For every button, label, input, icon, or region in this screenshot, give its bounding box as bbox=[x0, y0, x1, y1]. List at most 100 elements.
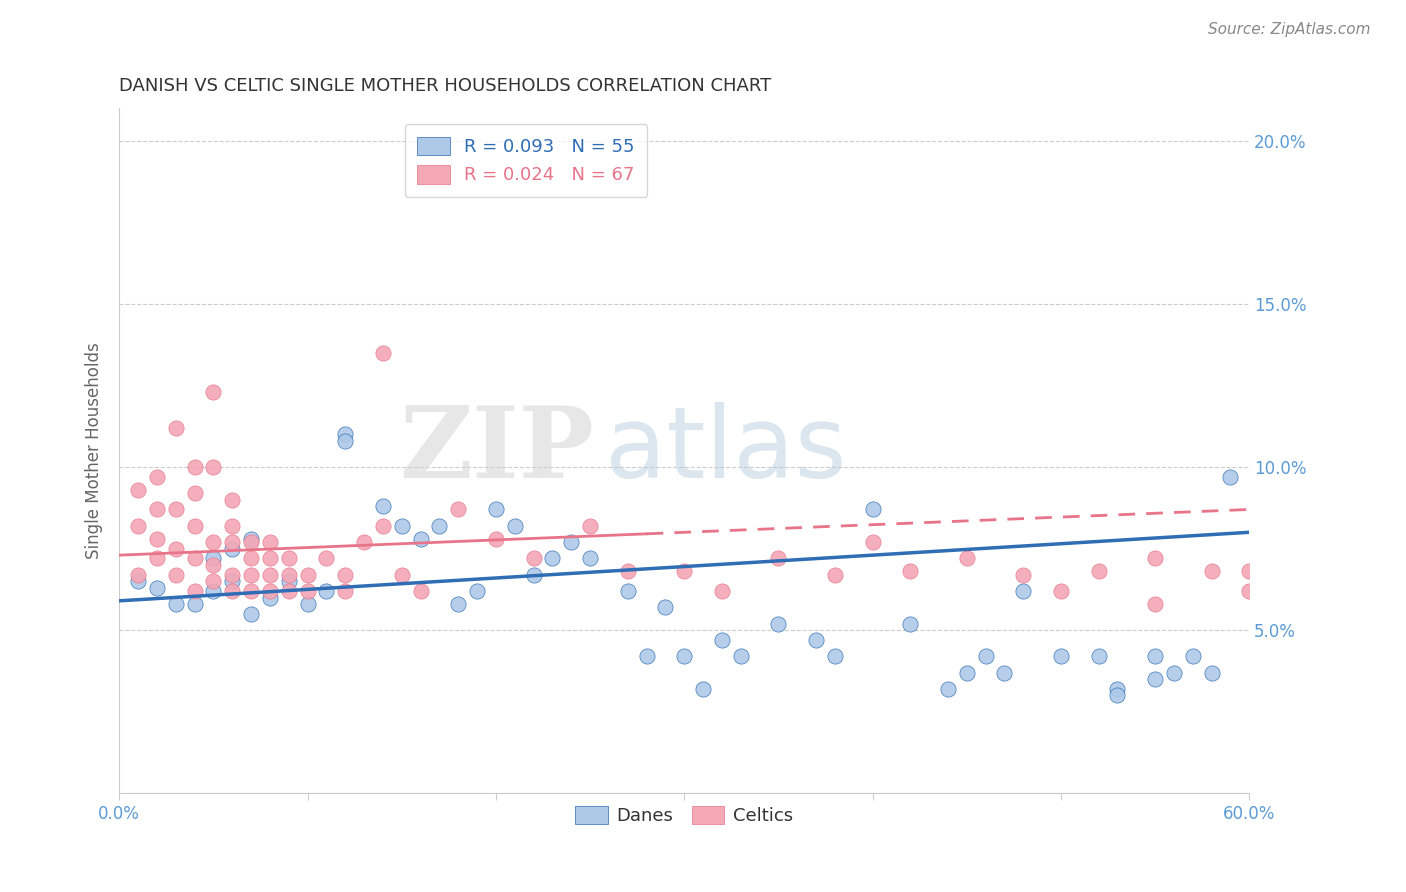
Point bbox=[221, 541, 243, 556]
Point bbox=[1181, 649, 1204, 664]
Point bbox=[146, 551, 169, 566]
Point bbox=[221, 518, 243, 533]
Point bbox=[221, 492, 243, 507]
Point bbox=[1087, 649, 1109, 664]
Text: DANISH VS CELTIC SINGLE MOTHER HOUSEHOLDS CORRELATION CHART: DANISH VS CELTIC SINGLE MOTHER HOUSEHOLD… bbox=[120, 78, 772, 95]
Point bbox=[465, 584, 488, 599]
Point bbox=[240, 551, 263, 566]
Point bbox=[183, 584, 205, 599]
Point bbox=[579, 518, 602, 533]
Point bbox=[1239, 584, 1261, 599]
Point bbox=[297, 584, 319, 599]
Point bbox=[824, 649, 846, 664]
Point bbox=[240, 532, 263, 546]
Point bbox=[1050, 649, 1073, 664]
Point bbox=[673, 649, 696, 664]
Point bbox=[202, 551, 225, 566]
Point bbox=[523, 551, 546, 566]
Point bbox=[165, 597, 187, 611]
Point bbox=[297, 597, 319, 611]
Point bbox=[202, 460, 225, 475]
Point bbox=[259, 584, 281, 599]
Point bbox=[1219, 470, 1241, 484]
Point bbox=[523, 567, 546, 582]
Point bbox=[1144, 551, 1167, 566]
Point bbox=[221, 535, 243, 549]
Point bbox=[409, 532, 432, 546]
Legend: Danes, Celtics: Danes, Celtics bbox=[568, 798, 800, 832]
Point bbox=[259, 567, 281, 582]
Point bbox=[936, 681, 959, 696]
Point bbox=[862, 535, 884, 549]
Point bbox=[768, 616, 790, 631]
Point bbox=[183, 486, 205, 500]
Point bbox=[503, 518, 526, 533]
Point bbox=[1144, 597, 1167, 611]
Point bbox=[993, 665, 1015, 680]
Point bbox=[692, 681, 714, 696]
Text: atlas: atlas bbox=[605, 402, 846, 500]
Point bbox=[259, 535, 281, 549]
Point bbox=[1201, 665, 1223, 680]
Point bbox=[240, 567, 263, 582]
Point bbox=[1239, 565, 1261, 579]
Point bbox=[429, 518, 451, 533]
Text: ZIP: ZIP bbox=[399, 402, 593, 500]
Point bbox=[1012, 567, 1035, 582]
Point bbox=[447, 597, 470, 611]
Point bbox=[730, 649, 752, 664]
Point bbox=[710, 584, 733, 599]
Point bbox=[956, 551, 979, 566]
Point bbox=[221, 567, 243, 582]
Point bbox=[277, 551, 299, 566]
Point bbox=[1144, 649, 1167, 664]
Point bbox=[277, 574, 299, 589]
Point bbox=[146, 502, 169, 516]
Point bbox=[277, 584, 299, 599]
Point bbox=[616, 584, 638, 599]
Point bbox=[1144, 672, 1167, 686]
Point bbox=[1050, 584, 1073, 599]
Text: Source: ZipAtlas.com: Source: ZipAtlas.com bbox=[1208, 22, 1371, 37]
Point bbox=[240, 607, 263, 621]
Point bbox=[710, 632, 733, 647]
Point bbox=[485, 532, 508, 546]
Point bbox=[974, 649, 997, 664]
Point bbox=[371, 499, 394, 513]
Y-axis label: Single Mother Households: Single Mother Households bbox=[86, 343, 103, 559]
Point bbox=[202, 535, 225, 549]
Point bbox=[560, 535, 582, 549]
Point bbox=[371, 346, 394, 360]
Point bbox=[956, 665, 979, 680]
Point bbox=[898, 565, 921, 579]
Point bbox=[862, 502, 884, 516]
Point bbox=[183, 518, 205, 533]
Point bbox=[240, 584, 263, 599]
Point bbox=[240, 535, 263, 549]
Point bbox=[297, 567, 319, 582]
Point bbox=[202, 384, 225, 399]
Point bbox=[1012, 584, 1035, 599]
Point bbox=[202, 574, 225, 589]
Point bbox=[579, 551, 602, 566]
Point bbox=[277, 567, 299, 582]
Point bbox=[146, 581, 169, 595]
Point bbox=[146, 532, 169, 546]
Point bbox=[335, 427, 357, 442]
Point bbox=[315, 584, 337, 599]
Point bbox=[898, 616, 921, 631]
Point bbox=[409, 584, 432, 599]
Point bbox=[127, 567, 149, 582]
Point bbox=[804, 632, 827, 647]
Point bbox=[202, 584, 225, 599]
Point bbox=[391, 567, 413, 582]
Point bbox=[353, 535, 375, 549]
Point bbox=[636, 649, 658, 664]
Point bbox=[165, 502, 187, 516]
Point bbox=[183, 460, 205, 475]
Point bbox=[127, 574, 149, 589]
Point bbox=[183, 551, 205, 566]
Point bbox=[165, 421, 187, 435]
Point bbox=[1107, 689, 1129, 703]
Point bbox=[1163, 665, 1185, 680]
